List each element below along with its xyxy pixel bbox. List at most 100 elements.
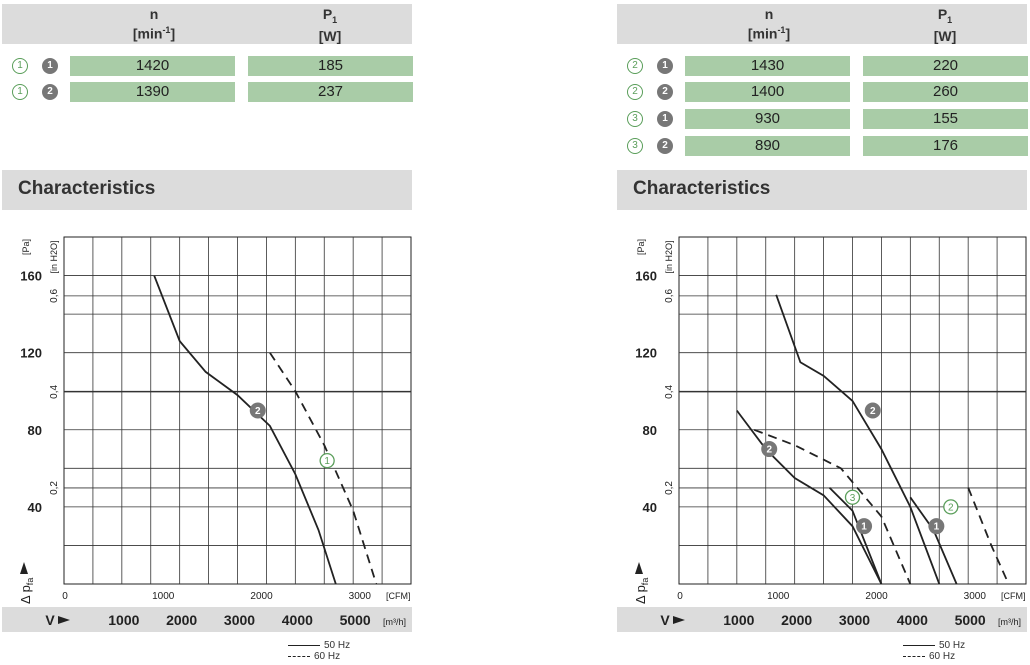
x-cfm-tick-label: 3000 bbox=[964, 591, 987, 602]
x-m3h-unit: [m³/h] bbox=[383, 617, 406, 627]
table-row: 3 2 890 176 bbox=[617, 136, 1028, 156]
variant-marker: 1 bbox=[12, 84, 28, 100]
legend-60hz-label: 60 Hz bbox=[929, 651, 956, 662]
legend-60hz: 60 Hz bbox=[903, 651, 955, 662]
curve-marker-label: 2 bbox=[948, 502, 954, 513]
n-label: n bbox=[764, 6, 774, 22]
y2-tick-label: 0,4 bbox=[664, 385, 675, 399]
table-row: 1 1 1420 185 bbox=[2, 56, 413, 76]
y2-unit-label: [in H2O] bbox=[664, 240, 674, 273]
power-cell: 185 bbox=[248, 56, 413, 76]
speed-cell: 890 bbox=[685, 136, 850, 156]
curve-marker-label: 1 bbox=[324, 456, 330, 467]
x-cfm-tick-label: 2000 bbox=[865, 591, 888, 602]
y2-unit-label: [in H2O] bbox=[49, 240, 59, 273]
n-unit-base: [min bbox=[747, 25, 778, 42]
y2-tick-label: 0,4 bbox=[49, 385, 60, 399]
x-cfm-tick-label: 1000 bbox=[152, 591, 175, 602]
legend-50hz: 50 Hz bbox=[903, 640, 965, 651]
curve-marker-label: 2 bbox=[255, 406, 261, 417]
section-title: Characteristics bbox=[18, 178, 156, 199]
y2-tick-label: 0,6 bbox=[49, 288, 60, 302]
curve-marker-label: 2 bbox=[766, 445, 772, 456]
x-m3h-tick-label: 1000 bbox=[723, 612, 754, 628]
x-axis-label: V bbox=[660, 612, 670, 628]
x-axis-label: V bbox=[45, 612, 55, 628]
power-cell: 176 bbox=[863, 136, 1028, 156]
n-unit-end: ] bbox=[785, 25, 791, 42]
x-cfm-tick-label: 3000 bbox=[349, 591, 372, 602]
curve-marker-filled bbox=[249, 402, 266, 419]
mode-marker: 1 bbox=[657, 58, 673, 74]
x-m3h-tick-label: 3000 bbox=[224, 612, 255, 628]
variant-marker: 3 bbox=[627, 138, 643, 154]
power-cell: 155 bbox=[863, 109, 1028, 129]
legend-60hz-label: 60 Hz bbox=[314, 651, 341, 662]
curve-solid-2 bbox=[775, 294, 941, 585]
y-tick-label: 120 bbox=[20, 346, 42, 361]
curve-marker-filled bbox=[864, 402, 881, 419]
y2-tick-label: 0,2 bbox=[664, 481, 675, 495]
power-cell: 260 bbox=[863, 82, 1028, 102]
solid-line-icon bbox=[288, 644, 320, 646]
x-cfm-unit: [CFM] bbox=[1001, 591, 1026, 601]
section-bar: Characteristics bbox=[617, 170, 1027, 210]
table-header: n [min-1] P1 [W] bbox=[617, 4, 1027, 44]
table-row: 2 2 1400 260 bbox=[617, 82, 1028, 102]
n-unit-base: [min bbox=[132, 25, 163, 42]
speed-cell: 1430 bbox=[685, 56, 850, 76]
y-axis-sub: fa bbox=[640, 578, 650, 586]
p-column-header: P1 [W] bbox=[885, 6, 1005, 44]
section-bar: Characteristics bbox=[2, 170, 412, 210]
left-panel: n [min-1] P1 [W] 1 1 1420 185 1 2 1390 237 Char… bbox=[2, 0, 414, 665]
x-m3h-tick-label: 2000 bbox=[781, 612, 812, 628]
x-m3h-unit: [m³/h] bbox=[998, 617, 1021, 627]
mode-marker: 2 bbox=[42, 84, 58, 100]
x-cfm-tick-label: 2000 bbox=[250, 591, 273, 602]
variant-marker: 2 bbox=[627, 84, 643, 100]
mode-marker: 1 bbox=[657, 111, 673, 127]
x-axis-bar bbox=[2, 607, 412, 632]
x-m3h-tick-label: 5000 bbox=[955, 612, 986, 628]
mode-marker: 2 bbox=[657, 84, 673, 100]
curve-solid-1 bbox=[828, 486, 883, 585]
x-m3h-tick-label: 4000 bbox=[282, 612, 313, 628]
p-label: P bbox=[937, 6, 948, 22]
power-cell: 220 bbox=[863, 56, 1028, 76]
y2-tick-label: 0,2 bbox=[49, 481, 60, 495]
y-unit-label: [Pa] bbox=[21, 239, 31, 255]
y-unit-label: [Pa] bbox=[636, 239, 646, 255]
curve-marker-filled bbox=[761, 441, 778, 458]
dashed-line-icon bbox=[903, 655, 925, 657]
table-row: 3 1 930 155 bbox=[617, 109, 1028, 129]
n-column-header: n [min-1] bbox=[709, 6, 829, 42]
curve-marker-label: 3 bbox=[850, 493, 856, 504]
x-m3h-tick-label: 4000 bbox=[897, 612, 928, 628]
legend-50hz-label: 50 Hz bbox=[324, 640, 351, 651]
n-unit-end: ] bbox=[170, 25, 176, 42]
y-axis-label: Δ pfa bbox=[633, 578, 650, 604]
y-tick-label: 40 bbox=[643, 500, 657, 515]
legend-60hz: 60 Hz bbox=[288, 651, 340, 662]
curve-marker-outline bbox=[943, 499, 959, 515]
y-axis-sub: fa bbox=[25, 578, 35, 586]
variant-marker: 1 bbox=[12, 58, 28, 74]
n-column-header: n [min-1] bbox=[94, 6, 214, 42]
y-tick-label: 160 bbox=[20, 269, 42, 284]
n-label: n bbox=[149, 6, 159, 22]
p-sub: 1 bbox=[947, 14, 953, 25]
y-axis-arrow bbox=[635, 562, 643, 574]
x-axis-arrow bbox=[58, 616, 70, 624]
curve-dashed-2 bbox=[967, 487, 1010, 585]
y-tick-label: 120 bbox=[635, 346, 657, 361]
p-label: P bbox=[322, 6, 333, 22]
y-tick-label: 80 bbox=[28, 423, 42, 438]
legend-50hz-label: 50 Hz bbox=[939, 640, 966, 651]
y-tick-label: 160 bbox=[635, 269, 657, 284]
x-axis-bar bbox=[617, 607, 1027, 632]
curve-dashed-3 bbox=[753, 428, 912, 585]
characteristics-chart: 40 80 120 160 0,2 0,4 0,6 [Pa] [in H2O] Δ pfa 0 100… bbox=[2, 236, 412, 632]
table-header: n [min-1] P1 [W] bbox=[2, 4, 412, 44]
curve-dashed-1 bbox=[269, 352, 378, 585]
p-column-header: P1 [W] bbox=[270, 6, 390, 44]
